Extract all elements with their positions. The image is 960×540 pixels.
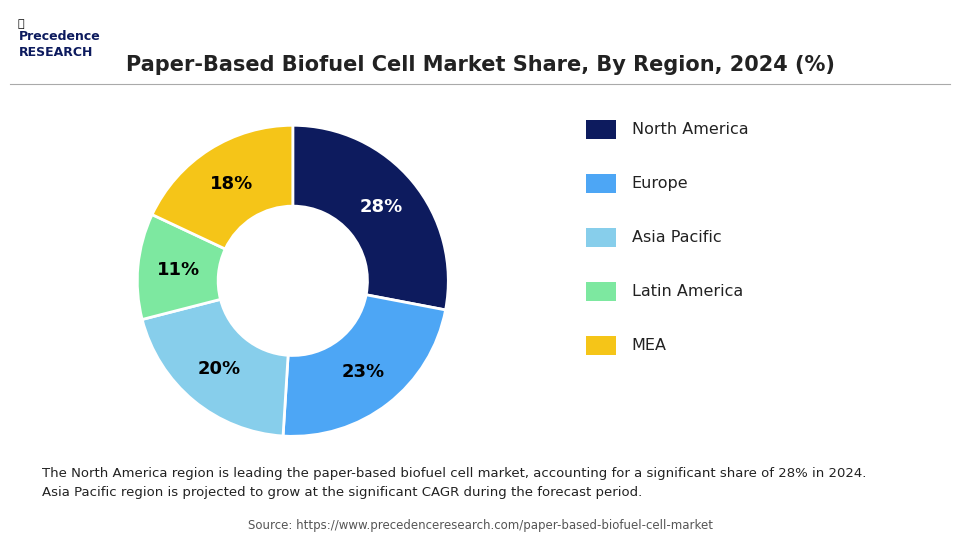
Text: The North America region is leading the paper-based biofuel cell market, account: The North America region is leading the … [42,467,867,498]
Text: 18%: 18% [209,174,252,193]
Text: Source: https://www.precedenceresearch.com/paper-based-biofuel-cell-market: Source: https://www.precedenceresearch.c… [248,519,712,532]
Text: Asia Pacific: Asia Pacific [632,230,721,245]
Text: Precedence
RESEARCH: Precedence RESEARCH [19,30,101,59]
Wedge shape [283,295,445,436]
Text: Latin America: Latin America [632,284,743,299]
Text: North America: North America [632,122,748,137]
Text: 23%: 23% [342,363,385,381]
Wedge shape [142,299,288,436]
Text: MEA: MEA [632,338,666,353]
Wedge shape [137,214,226,320]
Wedge shape [152,125,293,249]
Text: Paper-Based Biofuel Cell Market Share, By Region, 2024 (%): Paper-Based Biofuel Cell Market Share, B… [126,55,834,75]
Text: 🏳: 🏳 [17,19,24,29]
Wedge shape [293,125,448,310]
Text: 11%: 11% [156,261,200,279]
Text: 28%: 28% [360,198,403,217]
Text: Europe: Europe [632,176,688,191]
Text: 20%: 20% [198,361,241,379]
